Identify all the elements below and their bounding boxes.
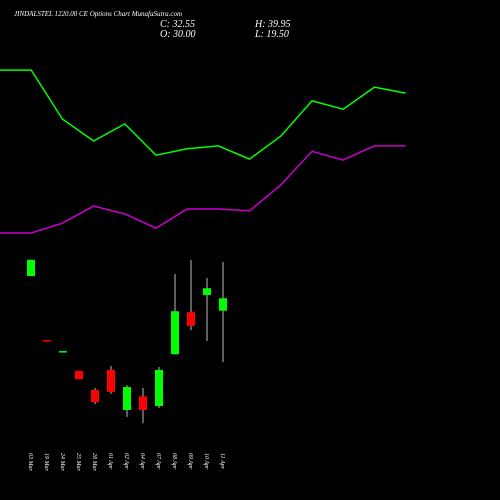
candle-body	[27, 259, 35, 276]
candle-body	[155, 369, 163, 407]
candle-body	[75, 370, 83, 380]
candle-body	[91, 389, 99, 403]
chart-title: JINDALSTEL 1220.00 CE Options Chart Muna…	[14, 10, 182, 18]
high-info: H: 39.95	[254, 19, 291, 30]
candle-body	[187, 312, 195, 326]
x-tick-label: 28 Mar	[91, 453, 97, 471]
x-tick-label: 02 Apr	[123, 453, 129, 470]
x-tick-label: 10 Apr	[203, 453, 209, 470]
candle-body	[139, 396, 147, 411]
x-tick-label: 08 Apr	[171, 453, 177, 470]
x-tick-label: 25 Mar	[75, 453, 81, 471]
indicator-line	[0, 145, 406, 234]
candle-body	[203, 288, 211, 296]
x-tick-label: 07 Apr	[155, 453, 161, 470]
low-info: L: 19.50	[254, 29, 289, 40]
x-tick-label: 09 Apr	[187, 453, 193, 470]
x-tick-label: 04 Apr	[139, 453, 146, 470]
open-info: O: 30.00	[160, 29, 196, 40]
candle-body	[43, 340, 51, 342]
x-tick-label: 11 Apr	[219, 453, 225, 470]
indicator-line	[0, 69, 406, 160]
candle-body	[219, 298, 227, 311]
candle-body	[171, 311, 179, 355]
x-tick-label: 24 Mar	[59, 453, 66, 471]
close-info: C: 32.55	[160, 19, 195, 30]
x-tick-label: 19 Mar	[43, 453, 49, 471]
x-tick-label: 03 Mar	[27, 453, 33, 471]
x-tick-label: 01 Apr	[107, 453, 113, 470]
candle-body	[123, 387, 131, 411]
candle-body	[59, 351, 67, 353]
candle-body	[107, 369, 115, 392]
